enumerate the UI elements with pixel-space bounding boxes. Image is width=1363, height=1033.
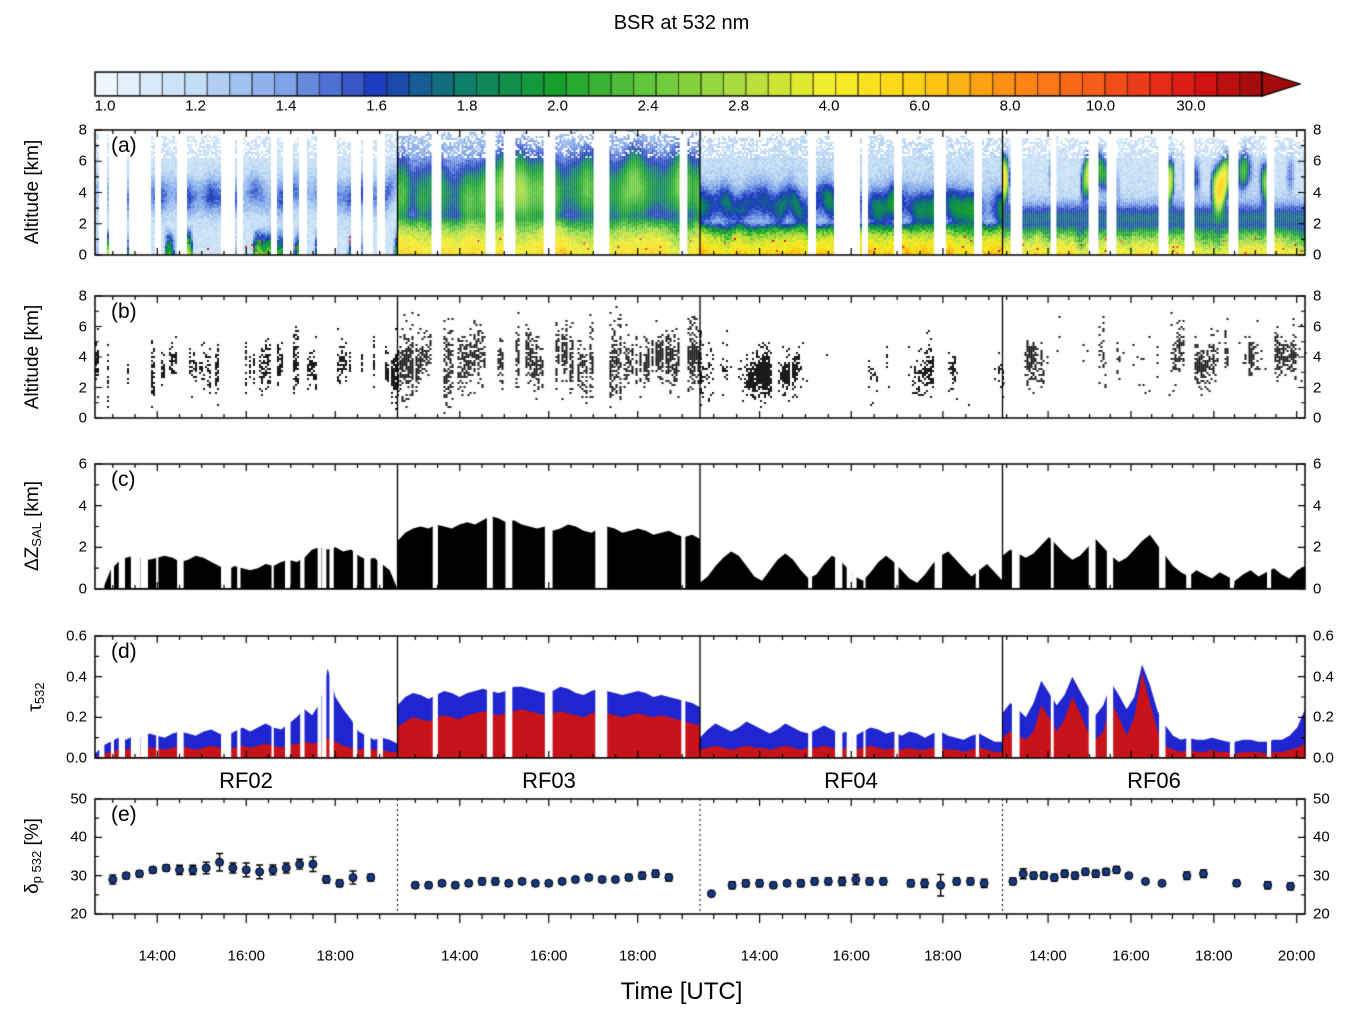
y-axis-title-e-unit: [%] bbox=[21, 818, 43, 851]
y-tick-label: 50 bbox=[1313, 790, 1330, 808]
colorbar-tick-label: 1.2 bbox=[185, 97, 206, 115]
y-tick-label: 50 bbox=[70, 790, 87, 808]
y-tick-label: 2 bbox=[1313, 538, 1322, 556]
y-tick-label: 4 bbox=[78, 497, 87, 515]
y-axis-title-d-sub: 532 bbox=[32, 682, 48, 705]
x-tick-label: 14:00 bbox=[138, 947, 177, 965]
x-tick-label: 14:00 bbox=[740, 947, 779, 965]
y-tick-label: 4 bbox=[78, 184, 87, 201]
y-tick-label: 8 bbox=[78, 287, 87, 305]
x-axis-title: Time [UTC] bbox=[620, 978, 743, 1005]
colorbar-tick-label: 1.8 bbox=[456, 97, 478, 115]
colorbar-tick-label: 1.4 bbox=[275, 97, 297, 115]
y-tick-label: 6 bbox=[1313, 318, 1322, 335]
x-tick-label: 14:00 bbox=[1029, 947, 1067, 965]
y-tick-label: 0 bbox=[1313, 246, 1322, 264]
y-axis-title-d-main: τ bbox=[24, 704, 46, 712]
y-tick-label: 4 bbox=[1313, 184, 1322, 201]
y-tick-label: 4 bbox=[1313, 348, 1322, 366]
colorbar-tick-label: 10.0 bbox=[1085, 97, 1116, 115]
y-tick-label: 6 bbox=[1313, 455, 1322, 473]
y-axis-title-e-main: δ bbox=[21, 883, 43, 894]
y-tick-label: 4 bbox=[1313, 497, 1322, 515]
y-tick-label: 40 bbox=[1313, 828, 1330, 846]
y-axis-title-a: Altitude [km] bbox=[22, 140, 44, 245]
y-axis-title-e-sub: p 532 bbox=[29, 850, 45, 884]
y-tick-label: 0 bbox=[78, 580, 87, 598]
panel-letter-c: (c) bbox=[109, 468, 138, 492]
y-tick-label: 6 bbox=[78, 152, 87, 170]
y-tick-label: 6 bbox=[78, 318, 87, 335]
segment-label-rf06: RF06 bbox=[1127, 768, 1181, 793]
y-tick-label: 20 bbox=[1313, 905, 1330, 923]
colorbar-tick-label: 2.0 bbox=[547, 97, 568, 115]
colorbar-title: BSR at 532 nm bbox=[613, 12, 750, 34]
x-tick-label: 16:00 bbox=[832, 947, 871, 965]
y-tick-label: 8 bbox=[1313, 287, 1322, 305]
y-tick-label: 30 bbox=[1313, 867, 1330, 885]
segment-label-rf03: RF03 bbox=[522, 768, 576, 793]
x-tick-label: 18:00 bbox=[924, 947, 962, 965]
y-tick-label: 8 bbox=[1313, 121, 1322, 139]
y-tick-label: 2 bbox=[78, 379, 87, 396]
segment-label-rf02: RF02 bbox=[219, 768, 273, 793]
y-axis-title-c-sub: SAL bbox=[29, 522, 45, 547]
y-tick-label: 0.0 bbox=[66, 749, 87, 767]
y-tick-label: 0 bbox=[78, 409, 87, 427]
colorbar-tick-label: 30.0 bbox=[1176, 97, 1206, 115]
y-tick-label: 6 bbox=[78, 455, 87, 473]
y-tick-label: 0.0 bbox=[1313, 749, 1334, 767]
x-tick-label: 18:00 bbox=[316, 947, 354, 965]
y-tick-label: 4 bbox=[78, 348, 87, 366]
y-tick-label: 2 bbox=[1313, 379, 1322, 396]
y-axis-title-b: Altitude [km] bbox=[22, 305, 44, 410]
x-tick-label: 16:00 bbox=[1112, 947, 1150, 965]
y-tick-label: 40 bbox=[70, 828, 87, 846]
y-axis-title-c-unit: [km] bbox=[21, 480, 43, 523]
y-tick-label: 0.4 bbox=[1313, 668, 1334, 686]
panel-letter-d: (d) bbox=[109, 640, 139, 664]
colorbar-tick-label: 6.0 bbox=[909, 97, 930, 115]
y-tick-label: 2 bbox=[1313, 215, 1322, 233]
y-tick-label: 30 bbox=[70, 867, 87, 885]
y-tick-label: 0.6 bbox=[66, 627, 87, 645]
y-tick-label: 20 bbox=[70, 905, 87, 923]
segment-label-rf04: RF04 bbox=[824, 768, 878, 793]
panel-letter-b: (b) bbox=[109, 300, 139, 324]
colorbar-tick-label: 2.8 bbox=[728, 97, 749, 115]
x-tick-label: 14:00 bbox=[440, 947, 479, 965]
y-tick-label: 0 bbox=[78, 246, 87, 264]
colorbar-tick-label: 4.0 bbox=[818, 97, 840, 115]
y-tick-label: 0.2 bbox=[66, 708, 87, 726]
colorbar-tick-label: 2.4 bbox=[637, 97, 659, 115]
y-tick-label: 0.4 bbox=[66, 668, 87, 686]
x-tick-label: 18:00 bbox=[618, 947, 657, 965]
colorbar-tick-label: 1.0 bbox=[94, 97, 116, 115]
y-tick-label: 0.2 bbox=[1313, 708, 1334, 726]
x-tick-label: 20:00 bbox=[1277, 947, 1316, 965]
x-tick-label: 16:00 bbox=[227, 947, 266, 965]
x-tick-label: 18:00 bbox=[1195, 947, 1233, 965]
y-tick-label: 6 bbox=[1313, 152, 1322, 170]
y-tick-label: 2 bbox=[78, 215, 87, 233]
x-tick-label: 16:00 bbox=[529, 947, 568, 965]
colorbar-tick-label: 1.6 bbox=[366, 97, 387, 115]
panel-letter-e: (e) bbox=[109, 803, 139, 827]
y-axis-title-b-text: Altitude [km] bbox=[22, 304, 43, 410]
y-axis-title-c: ΔZSAL [km] bbox=[22, 481, 44, 571]
y-axis-title-c-main: ΔZ bbox=[21, 546, 43, 572]
colorbar-tick-label: 8.0 bbox=[999, 97, 1021, 115]
panel-letter-a: (a) bbox=[109, 134, 139, 158]
y-tick-label: 0 bbox=[1313, 409, 1322, 427]
y-axis-title-a-text: Altitude [km] bbox=[22, 139, 43, 245]
y-tick-label: 0 bbox=[1313, 580, 1322, 598]
y-axis-title-d: τ532 bbox=[25, 682, 47, 711]
y-axis-title-e: δp 532 [%] bbox=[22, 818, 44, 894]
y-tick-label: 8 bbox=[78, 121, 87, 139]
y-tick-label: 0.6 bbox=[1313, 627, 1334, 645]
y-tick-label: 2 bbox=[78, 538, 87, 556]
